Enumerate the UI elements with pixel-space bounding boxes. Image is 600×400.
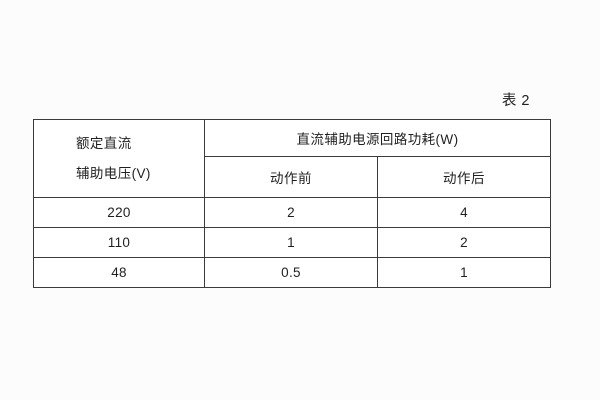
row-header-cell-rated-dc-voltage: 额定直流 辅助电压(V) <box>33 119 205 198</box>
cell-power-after: 4 <box>377 197 551 228</box>
cell-power-before: 1 <box>204 227 378 258</box>
cell-voltage: 220 <box>33 197 205 228</box>
table-caption: 表 2 <box>501 93 530 109</box>
sub-header-cell-before-operation: 动作前 <box>204 156 378 198</box>
table-header-row-primary: 额定直流 辅助电压(V) 直流辅助电源回路功耗(W) <box>33 119 551 198</box>
table-row: 220 2 4 <box>33 197 551 228</box>
cell-voltage: 48 <box>33 257 205 288</box>
spec-table: 额定直流 辅助电压(V) 直流辅助电源回路功耗(W) 动作前 动作后 220 2… <box>33 119 551 288</box>
group-header-cell-power-consumption: 直流辅助电源回路功耗(W) <box>204 119 551 157</box>
row-header-line-1: 额定直流 <box>76 135 132 151</box>
cell-power-before: 2 <box>204 197 378 228</box>
cell-voltage: 110 <box>33 227 205 258</box>
cell-power-after: 2 <box>377 227 551 258</box>
table-header-row-secondary: 动作前 动作后 <box>34 156 551 198</box>
table-row: 110 1 2 <box>33 227 551 258</box>
cell-power-after: 1 <box>377 257 551 288</box>
row-header-line-2: 辅助电压(V) <box>76 165 151 181</box>
table-row: 48 0.5 1 <box>33 257 551 288</box>
table-container: 额定直流 辅助电压(V) 直流辅助电源回路功耗(W) 动作前 动作后 220 2… <box>33 119 551 288</box>
cell-power-before: 0.5 <box>204 257 378 288</box>
sub-header-cell-after-operation: 动作后 <box>377 156 551 198</box>
